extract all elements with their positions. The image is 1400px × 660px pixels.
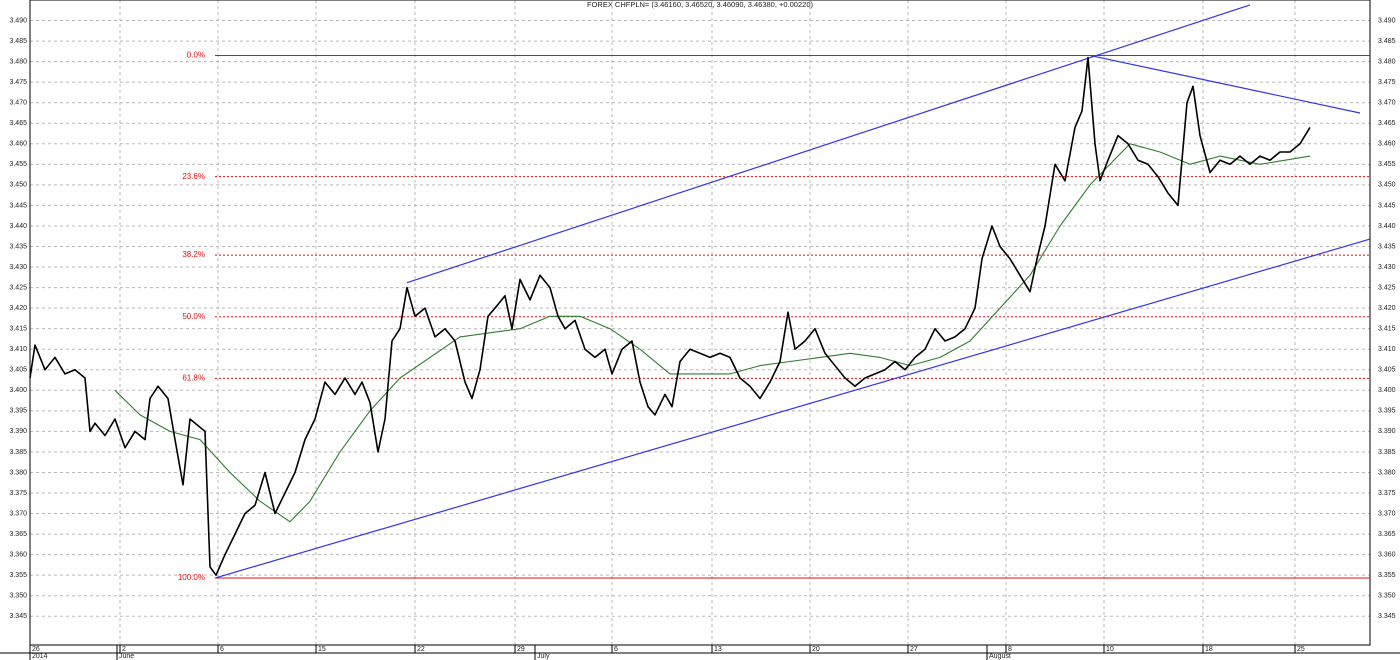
trendline <box>406 4 1251 284</box>
y-tick-label-right: 3.385 <box>1378 449 1396 456</box>
y-tick-label: 3.385 <box>9 449 27 456</box>
y-tick-label: 3.380 <box>9 469 27 476</box>
y-tick-label: 3.465 <box>9 120 27 127</box>
y-tick-label: 3.400 <box>9 387 27 394</box>
y-tick-label-right: 3.355 <box>1378 572 1396 579</box>
x-tick-label: 22 <box>417 646 425 653</box>
x-tick-label: 18 <box>1205 646 1213 653</box>
y-tick-label-right: 3.435 <box>1378 243 1396 250</box>
period-label: June <box>119 653 134 660</box>
price-line <box>29 56 1311 576</box>
x-tick-label: 10 <box>1106 646 1114 653</box>
y-tick-label-right: 3.380 <box>1378 469 1396 476</box>
y-tick-label: 3.485 <box>9 38 27 45</box>
y-tick-label: 3.350 <box>9 593 27 600</box>
y-tick-label: 3.455 <box>9 161 27 168</box>
x-tick-label: 15 <box>318 646 326 653</box>
y-tick-label-right: 3.420 <box>1378 305 1396 312</box>
fib-label: 23.6% <box>182 172 205 181</box>
y-tick-label: 3.430 <box>9 264 27 271</box>
fib-label: 61.8% <box>182 373 205 382</box>
y-tick-label: 3.355 <box>9 572 27 579</box>
x-tick-label: 8 <box>1008 646 1012 653</box>
x-tick-label: 20 <box>812 646 820 653</box>
y-tick-label: 3.475 <box>9 79 27 86</box>
y-tick-label: 3.360 <box>9 551 27 558</box>
y-tick-label: 3.460 <box>9 141 27 148</box>
y-tick-label-right: 3.390 <box>1378 428 1396 435</box>
y-tick-label-right: 3.365 <box>1378 531 1396 538</box>
y-tick-label-right: 3.445 <box>1378 202 1396 209</box>
y-tick-label: 3.365 <box>9 531 27 538</box>
y-tick-label: 3.420 <box>9 305 27 312</box>
y-tick-label-right: 3.430 <box>1378 264 1396 271</box>
plot-frame <box>29 0 1371 646</box>
y-tick-label-right: 3.465 <box>1378 120 1396 127</box>
y-tick-label-right: 3.375 <box>1378 490 1396 497</box>
y-tick-label: 3.435 <box>9 243 27 250</box>
y-tick-label: 3.410 <box>9 346 27 353</box>
y-tick-label: 3.370 <box>9 510 27 517</box>
y-tick-label-right: 3.450 <box>1378 182 1396 189</box>
y-tick-label-right: 3.415 <box>1378 326 1396 333</box>
y-tick-label: 3.445 <box>9 202 27 209</box>
x-tick-label: 13 <box>714 646 722 653</box>
y-tick-label-right: 3.455 <box>1378 161 1396 168</box>
y-tick-label-right: 3.370 <box>1378 510 1396 517</box>
y-tick-label: 3.345 <box>9 613 27 620</box>
y-tick-label: 3.405 <box>9 367 27 374</box>
y-tick-label-right: 3.440 <box>1378 223 1396 230</box>
y-tick-label: 3.375 <box>9 490 27 497</box>
fib-label: 50.0% <box>182 312 205 321</box>
trendline <box>214 238 1371 579</box>
y-tick-label: 3.440 <box>9 223 27 230</box>
y-tick-label-right: 3.400 <box>1378 387 1396 394</box>
y-tick-label-right: 3.475 <box>1378 79 1396 86</box>
fib-label: 100.0% <box>178 573 205 582</box>
period-label: 2014 <box>32 653 48 660</box>
y-tick-label-right: 3.405 <box>1378 367 1396 374</box>
y-tick-label-right: 3.480 <box>1378 58 1396 65</box>
period-label: July <box>537 653 550 660</box>
trendline <box>1089 54 1361 114</box>
y-tick-label: 3.415 <box>9 326 27 333</box>
x-tick-label: 6 <box>614 646 618 653</box>
y-tick-label-right: 3.395 <box>1378 408 1396 415</box>
fib-label: 0.0% <box>187 51 205 60</box>
y-tick-label-right: 3.460 <box>1378 141 1396 148</box>
y-tick-label: 3.450 <box>9 182 27 189</box>
y-tick-label-right: 3.345 <box>1378 613 1396 620</box>
y-tick-label-right: 3.485 <box>1378 38 1396 45</box>
x-tick-label: 6 <box>220 646 224 653</box>
y-tick-label-right: 3.470 <box>1378 100 1396 107</box>
y-tick-label: 3.490 <box>9 17 27 24</box>
chart-title: FOREX CHFPLN= (3.46160, 3.46520, 3.46090… <box>587 0 813 9</box>
period-label: August <box>989 653 1011 660</box>
y-tick-label: 3.480 <box>9 58 27 65</box>
price-line <box>114 143 1311 523</box>
y-tick-label: 3.390 <box>9 428 27 435</box>
y-tick-label-right: 3.350 <box>1378 593 1396 600</box>
y-tick-label-right: 3.410 <box>1378 346 1396 353</box>
y-tick-label: 3.470 <box>9 100 27 107</box>
y-tick-label: 3.425 <box>9 284 27 291</box>
x-tick-label: 2 <box>122 646 126 653</box>
x-tick-label: 25 <box>1297 646 1305 653</box>
y-tick-label-right: 3.425 <box>1378 284 1396 291</box>
x-tick-label: 27 <box>910 646 918 653</box>
fib-label: 38.2% <box>182 250 205 259</box>
x-tick-label: 26 <box>32 646 40 653</box>
x-tick-label: 29 <box>517 646 525 653</box>
y-tick-label-right: 3.360 <box>1378 551 1396 558</box>
y-tick-label: 3.395 <box>9 408 27 415</box>
y-tick-label-right: 3.490 <box>1378 17 1396 24</box>
